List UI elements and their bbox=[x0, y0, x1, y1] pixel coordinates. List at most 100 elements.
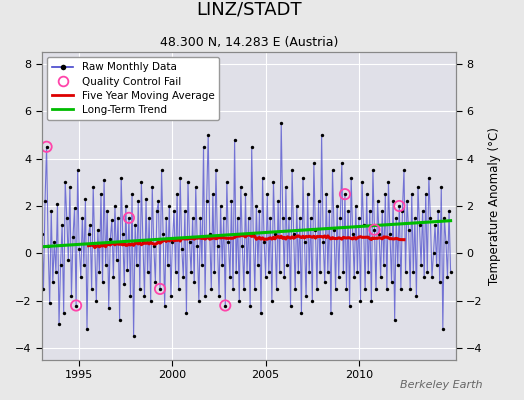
Point bbox=[268, 298, 276, 304]
Point bbox=[440, 215, 449, 221]
Point bbox=[435, 279, 444, 285]
Point bbox=[232, 269, 241, 276]
Point bbox=[179, 274, 188, 280]
Point bbox=[163, 262, 172, 268]
Y-axis label: Temperature Anomaly (°C): Temperature Anomaly (°C) bbox=[488, 127, 501, 285]
Point bbox=[405, 226, 413, 233]
Point bbox=[70, 205, 79, 212]
Point bbox=[202, 198, 211, 204]
Point bbox=[117, 174, 125, 181]
Point bbox=[434, 208, 442, 214]
Point bbox=[97, 191, 105, 197]
Point bbox=[176, 174, 184, 181]
Point bbox=[274, 198, 282, 204]
Point bbox=[359, 222, 368, 228]
Point bbox=[47, 208, 56, 214]
Point bbox=[221, 302, 230, 309]
Point bbox=[145, 215, 154, 221]
Point bbox=[383, 286, 391, 292]
Point bbox=[307, 215, 315, 221]
Point bbox=[67, 293, 75, 299]
Point bbox=[299, 174, 307, 181]
Point bbox=[334, 274, 343, 280]
Title: LINZ/STADT: LINZ/STADT bbox=[196, 0, 302, 18]
Point bbox=[375, 231, 384, 238]
Point bbox=[333, 203, 341, 209]
Point bbox=[443, 274, 452, 280]
Point bbox=[81, 196, 90, 202]
Point bbox=[139, 238, 147, 245]
Point bbox=[283, 262, 292, 268]
Point bbox=[395, 203, 403, 209]
Point bbox=[212, 167, 220, 174]
Point bbox=[376, 274, 385, 280]
Point bbox=[384, 179, 392, 186]
Point bbox=[421, 191, 430, 197]
Point bbox=[147, 298, 155, 304]
Point bbox=[442, 238, 450, 245]
Point bbox=[424, 174, 433, 181]
Point bbox=[350, 274, 358, 280]
Point bbox=[305, 269, 313, 276]
Point bbox=[103, 208, 112, 214]
Point bbox=[75, 246, 83, 252]
Point bbox=[205, 231, 214, 238]
Text: Berkeley Earth: Berkeley Earth bbox=[400, 380, 482, 390]
Point bbox=[128, 191, 136, 197]
Point bbox=[115, 316, 124, 323]
Point bbox=[72, 302, 80, 309]
Point bbox=[61, 179, 69, 186]
Point bbox=[243, 269, 251, 276]
Point bbox=[102, 262, 110, 268]
Point bbox=[226, 274, 234, 280]
Point bbox=[398, 208, 407, 214]
Point bbox=[314, 198, 323, 204]
Point bbox=[162, 215, 170, 221]
Point bbox=[257, 310, 265, 316]
Point bbox=[288, 167, 296, 174]
Point bbox=[291, 286, 299, 292]
Point bbox=[277, 120, 286, 126]
Point bbox=[192, 184, 200, 190]
Point bbox=[122, 203, 130, 209]
Point bbox=[209, 191, 217, 197]
Point bbox=[64, 257, 72, 264]
Point bbox=[428, 274, 436, 280]
Point bbox=[363, 191, 371, 197]
Point bbox=[99, 279, 107, 285]
Point bbox=[240, 286, 248, 292]
Point bbox=[379, 262, 388, 268]
Point bbox=[204, 132, 212, 138]
Point bbox=[374, 198, 382, 204]
Point bbox=[170, 208, 178, 214]
Point bbox=[336, 215, 344, 221]
Point bbox=[342, 286, 351, 292]
Point bbox=[52, 269, 60, 276]
Point bbox=[86, 222, 94, 228]
Point bbox=[220, 215, 228, 221]
Point bbox=[324, 269, 332, 276]
Point bbox=[137, 179, 146, 186]
Point bbox=[77, 274, 85, 280]
Point bbox=[223, 179, 231, 186]
Point bbox=[231, 136, 239, 143]
Point bbox=[189, 215, 197, 221]
Point bbox=[358, 179, 366, 186]
Point bbox=[91, 243, 99, 250]
Point bbox=[72, 302, 80, 309]
Point bbox=[417, 262, 425, 268]
Point bbox=[157, 167, 166, 174]
Point bbox=[125, 215, 133, 221]
Point bbox=[329, 167, 337, 174]
Point bbox=[126, 293, 135, 299]
Point bbox=[366, 208, 374, 214]
Point bbox=[412, 293, 421, 299]
Point bbox=[403, 198, 411, 204]
Point bbox=[265, 269, 273, 276]
Point bbox=[390, 316, 399, 323]
Point bbox=[195, 298, 203, 304]
Point bbox=[297, 310, 305, 316]
Point bbox=[266, 215, 275, 221]
Point bbox=[94, 226, 102, 233]
Point bbox=[120, 281, 128, 287]
